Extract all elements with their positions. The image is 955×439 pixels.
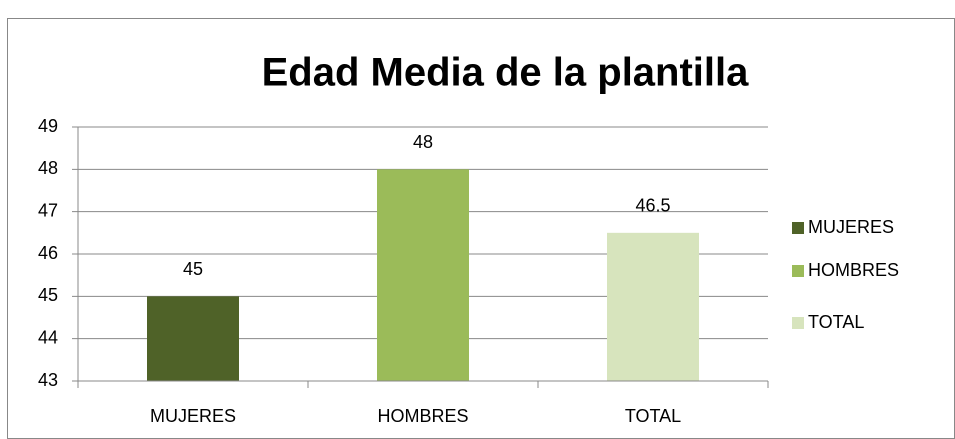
bar — [607, 232, 699, 381]
value-label: 48 — [413, 132, 433, 152]
y-tick-label: 46 — [38, 243, 58, 263]
legend-swatch — [792, 317, 804, 329]
y-tick-label: 45 — [38, 285, 58, 305]
legend-label: MUJERES — [808, 217, 894, 237]
y-tick-label: 43 — [38, 370, 58, 390]
legend-swatch — [792, 265, 804, 277]
bar — [377, 169, 469, 381]
y-tick-label: 49 — [38, 116, 58, 136]
legend-swatch — [792, 222, 804, 234]
legend-label: HOMBRES — [808, 260, 899, 280]
value-label: 46.5 — [635, 196, 670, 216]
y-tick-label: 47 — [38, 200, 58, 220]
x-tick-label: HOMBRES — [377, 406, 468, 426]
x-tick-label: MUJERES — [150, 406, 236, 426]
x-tick-label: TOTAL — [625, 406, 681, 426]
legend-label: TOTAL — [808, 312, 864, 332]
bar — [147, 296, 239, 381]
y-tick-label: 48 — [38, 158, 58, 178]
value-label: 45 — [183, 259, 203, 279]
chart-title: Edad Media de la plantilla — [262, 51, 750, 95]
y-tick-label: 44 — [38, 327, 58, 347]
